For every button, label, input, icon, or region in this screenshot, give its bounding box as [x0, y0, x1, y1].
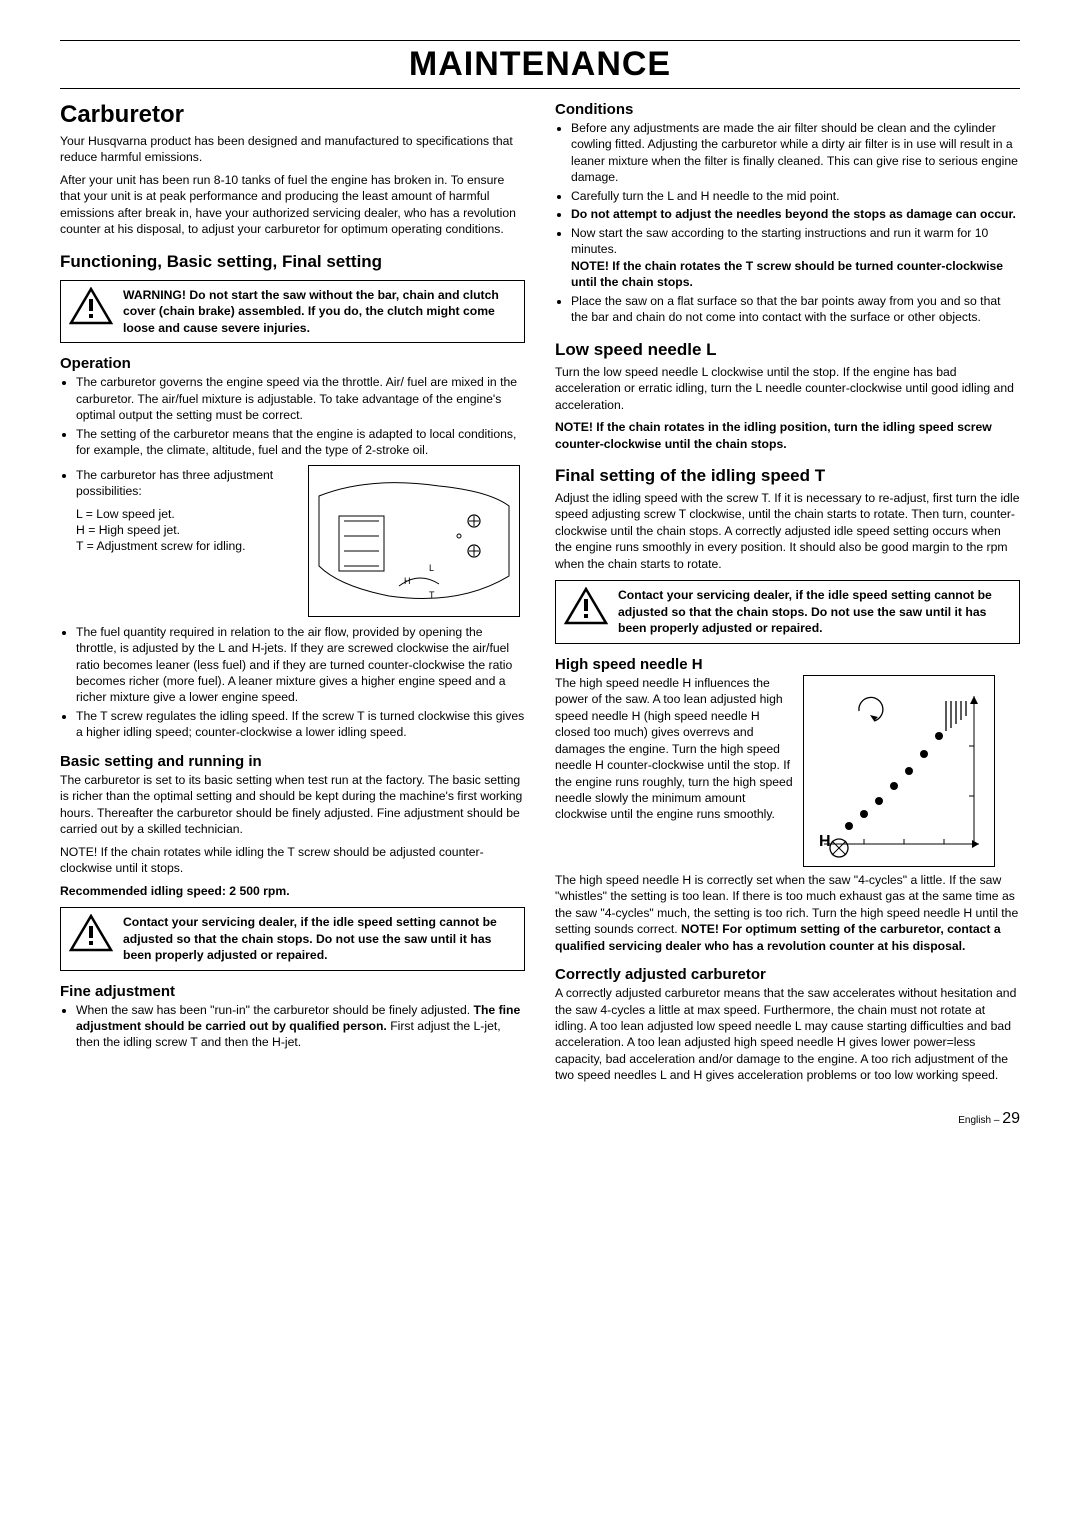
operation-list: The carburetor governs the engine speed …: [60, 374, 525, 458]
low-para-2: NOTE! If the chain rotates in the idling…: [555, 419, 1020, 452]
intro-para-1: Your Husqvarna product has been designed…: [60, 133, 525, 166]
carburetor-diagram-svg: H L T: [308, 465, 520, 617]
warning-text: WARNING! Do not start the saw without th…: [123, 287, 516, 336]
warning-box-idle: Contact your servicing dealer, if the id…: [60, 907, 525, 970]
high-needle-text: The high speed needle H influences the p…: [555, 675, 793, 829]
high-needle-row: The high speed needle H influences the p…: [555, 675, 1020, 872]
carburetor-figure: H L T: [308, 465, 525, 622]
correctly-adjusted-para: A correctly adjusted carburetor means th…: [555, 985, 1020, 1084]
right-column: Conditions Before any adjustments are ma…: [555, 101, 1020, 1090]
op-bullet-5: The T screw regulates the idling speed. …: [76, 708, 525, 741]
op-bullet-3: The carburetor has three adjustment poss…: [76, 467, 298, 500]
svg-text:T: T: [429, 590, 435, 600]
high-needle-figure: H: [803, 675, 1020, 872]
fine-bullet: When the saw has been "run-in" the carbu…: [76, 1002, 525, 1051]
low-needle-heading: Low speed needle L: [555, 340, 1020, 360]
cond-4b: NOTE! If the chain rotates the T screw s…: [571, 259, 1003, 289]
operation-list-2: The fuel quantity required in relation t…: [60, 624, 525, 741]
op-bullet-4: The fuel quantity required in relation t…: [76, 624, 525, 706]
warning-icon: [564, 587, 608, 625]
h-label: H: [819, 833, 831, 850]
warning-text: Contact your servicing dealer, if the id…: [618, 587, 1011, 636]
high-needle-diagram-svg: H: [803, 675, 995, 867]
warning-icon: [69, 914, 113, 952]
fine-text-a: When the saw has been "run-in" the carbu…: [76, 1003, 474, 1017]
warning-text: Contact your servicing dealer, if the id…: [123, 914, 516, 963]
op-bullet-1: The carburetor governs the engine speed …: [76, 374, 525, 423]
footer-page-number: 29: [1002, 1110, 1020, 1127]
cond-bullet-3: Do not attempt to adjust the needles bey…: [571, 206, 1020, 222]
left-column: Carburetor Your Husqvarna product has be…: [60, 101, 525, 1090]
conditions-heading: Conditions: [555, 101, 1020, 118]
conditions-list: Before any adjustments are made the air …: [555, 120, 1020, 326]
functioning-heading: Functioning, Basic setting, Final settin…: [60, 252, 525, 272]
fine-adjustment-heading: Fine adjustment: [60, 983, 525, 1000]
intro-para-2: After your unit has been run 8-10 tanks …: [60, 172, 525, 238]
correctly-adjusted-heading: Correctly adjusted carburetor: [555, 966, 1020, 983]
warning-box-start: WARNING! Do not start the saw without th…: [60, 280, 525, 343]
warning-icon: [69, 287, 113, 325]
content-columns: Carburetor Your Husqvarna product has be…: [60, 101, 1020, 1090]
footer-dash: –: [991, 1115, 1002, 1126]
svg-text:H: H: [404, 576, 411, 586]
final-para: Adjust the idling speed with the screw T…: [555, 490, 1020, 572]
warning-box-final: Contact your servicing dealer, if the id…: [555, 580, 1020, 643]
cond-bullet-1: Before any adjustments are made the air …: [571, 120, 1020, 186]
main-title: MAINTENANCE: [60, 45, 1020, 84]
carburetor-heading: Carburetor: [60, 101, 525, 129]
carb-adjust-text: The carburetor has three adjustment poss…: [60, 465, 298, 561]
cond-4a: Now start the saw according to the start…: [571, 226, 988, 256]
basic-setting-heading: Basic setting and running in: [60, 753, 525, 770]
low-para-1: Turn the low speed needle L clockwise un…: [555, 364, 1020, 413]
high-para-1: The high speed needle H influences the p…: [555, 675, 793, 823]
jet-definitions: L = Low speed jet. H = High speed jet. T…: [76, 506, 298, 555]
carb-adjust-row: The carburetor has three adjustment poss…: [60, 465, 525, 622]
high-needle-heading: High speed needle H: [555, 656, 1020, 673]
svg-text:L: L: [429, 563, 434, 573]
high-para-2: The high speed needle H is correctly set…: [555, 872, 1020, 954]
final-setting-heading: Final setting of the idling speed T: [555, 466, 1020, 486]
cond-bullet-5: Place the saw on a flat surface so that …: [571, 293, 1020, 326]
under-rule: [60, 88, 1020, 89]
operation-heading: Operation: [60, 355, 525, 372]
footer-lang: English: [958, 1115, 991, 1126]
top-rule: [60, 40, 1020, 41]
page-footer: English – 29: [60, 1110, 1020, 1128]
basic-para-3: Recommended idling speed: 2 500 rpm.: [60, 883, 525, 899]
basic-para-2: NOTE! If the chain rotates while idling …: [60, 844, 525, 877]
op-bullet-2: The setting of the carburetor means that…: [76, 426, 525, 459]
basic-para-1: The carburetor is set to its basic setti…: [60, 772, 525, 838]
cond-bullet-2: Carefully turn the L and H needle to the…: [571, 188, 1020, 204]
fine-list: When the saw has been "run-in" the carbu…: [60, 1002, 525, 1051]
cond-bullet-4: Now start the saw according to the start…: [571, 225, 1020, 291]
